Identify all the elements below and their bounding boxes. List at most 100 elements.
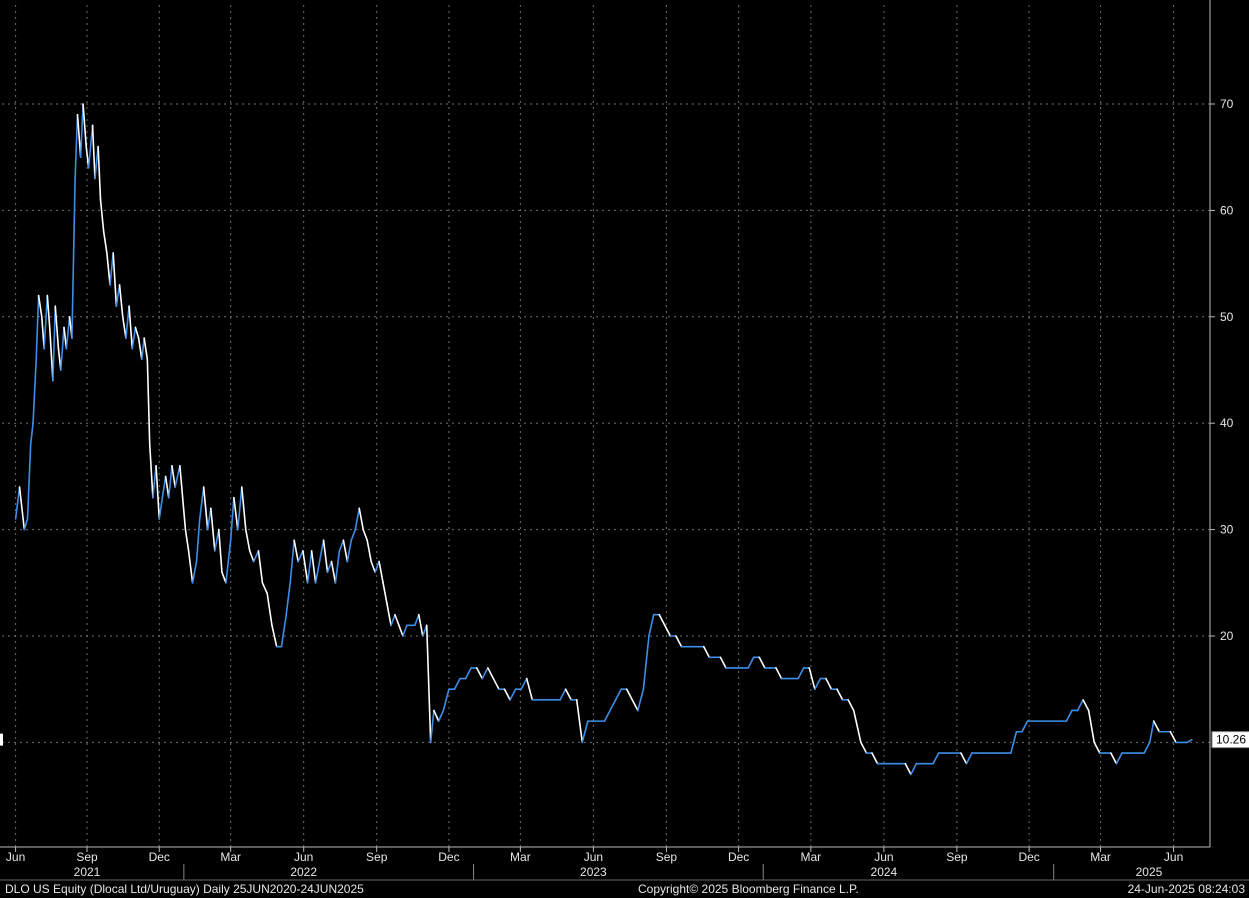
price-segment [453, 677, 461, 691]
price-segment [390, 613, 396, 627]
price-segment [167, 464, 173, 499]
price-segment [825, 677, 833, 691]
price-segment [115, 284, 121, 307]
price-segment [87, 124, 94, 169]
price-segment [1010, 730, 1018, 754]
price-segment [520, 677, 528, 691]
price-segment [442, 688, 450, 712]
x-month-label: Sep [366, 850, 388, 864]
price-segment [32, 358, 38, 425]
price-segment [417, 613, 424, 637]
price-segment [54, 305, 60, 350]
price-segment [637, 688, 645, 712]
price-segment [910, 762, 918, 776]
price-segment [237, 486, 243, 531]
x-month-label: Mar [510, 850, 531, 864]
price-segment [575, 699, 584, 744]
price-segment [631, 699, 639, 712]
price-segment [1143, 741, 1151, 754]
price-segment [184, 528, 190, 552]
x-month-label: Mar [801, 850, 822, 864]
price-segment [97, 145, 102, 201]
x-year-label: 2023 [580, 865, 607, 879]
price-segment [146, 358, 151, 446]
price-segment [310, 550, 317, 584]
price-segment [603, 709, 611, 722]
price-segment [148, 443, 154, 499]
price-segment [322, 539, 329, 573]
x-month-label: Dec [149, 850, 170, 864]
x-month-label: Jun [874, 850, 893, 864]
price-segment [37, 294, 43, 318]
x-year-label: 2024 [871, 865, 898, 879]
price-segment [179, 464, 187, 531]
price-segment [79, 103, 84, 158]
price-segment [26, 443, 32, 520]
price-segment [475, 667, 484, 680]
price-segment [350, 528, 357, 542]
price-segment [1115, 752, 1123, 765]
x-month-label: Mar [1090, 850, 1111, 864]
price-segment [137, 337, 143, 361]
price-segment [191, 560, 198, 584]
price-segment [775, 667, 783, 680]
price-series [14, 103, 1193, 776]
price-segment [261, 581, 268, 595]
x-month-label: Jun [1164, 850, 1183, 864]
footer-copyright: Copyright© 2025 Bloomberg Finance L.P. [638, 882, 859, 896]
price-segment [318, 539, 325, 563]
price-segment [346, 539, 353, 563]
price-segment [814, 677, 822, 691]
price-segment [378, 560, 384, 584]
price-segment [370, 560, 376, 573]
price-segment [1110, 752, 1118, 765]
price-segment [481, 667, 489, 680]
price-segment [128, 305, 134, 350]
price-segment [229, 496, 235, 542]
price-segment [342, 539, 349, 563]
price-segment [564, 688, 572, 701]
price-segment [1021, 720, 1029, 733]
x-month-label: Mar [220, 850, 241, 864]
price-segment [847, 699, 855, 712]
price-segment [109, 252, 115, 286]
price-segment [23, 518, 29, 531]
price-segment [206, 507, 212, 531]
price-segment [492, 677, 500, 691]
price-segment [836, 688, 844, 701]
footer-security-info: DLO US Equity (Dlocal Ltd/Uruguay) Daily… [5, 882, 364, 896]
price-segment [960, 752, 968, 765]
price-segment [437, 709, 445, 722]
price-segment [125, 305, 130, 339]
price-segment [614, 688, 622, 701]
price-segment [187, 550, 194, 584]
price-segment [134, 326, 140, 339]
price-segment [758, 656, 766, 669]
price-segment [280, 613, 288, 648]
price-segment [52, 305, 57, 382]
price-segment [302, 550, 309, 584]
price-segment [719, 656, 727, 669]
price-segment [233, 496, 239, 531]
x-month-label: Jun [294, 850, 313, 864]
price-segment [285, 581, 292, 616]
price-segment [266, 592, 273, 627]
price-segment [362, 528, 368, 542]
price-segment [198, 486, 205, 520]
price-segment [386, 603, 392, 627]
price-segment [65, 315, 71, 350]
price-segment [225, 539, 232, 584]
price-segment [326, 560, 333, 573]
price-segment [334, 550, 341, 584]
price-segment [293, 539, 299, 563]
price-segment [152, 464, 157, 499]
price-segment [248, 550, 255, 563]
price-segment [503, 688, 511, 701]
price-segment [221, 571, 227, 584]
price-segment [852, 709, 862, 744]
price-segment [1065, 709, 1073, 722]
price-segment [358, 507, 365, 531]
price-segment [217, 528, 223, 573]
price-segment [797, 667, 805, 680]
